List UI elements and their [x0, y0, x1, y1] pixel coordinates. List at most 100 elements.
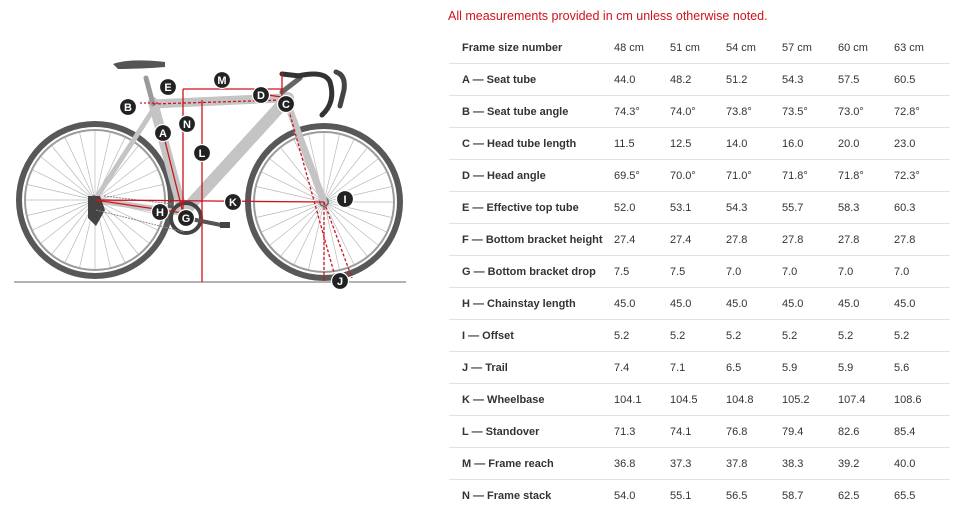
svg-text:H: H — [156, 207, 164, 219]
marker-i: I — [337, 191, 354, 208]
row-value: 12.5 — [670, 128, 726, 160]
row-value: 65.5 — [894, 480, 950, 511]
header-size: 63 cm — [894, 32, 950, 64]
marker-g: G — [178, 210, 195, 227]
row-value: 104.5 — [670, 384, 726, 416]
row-value: 104.8 — [726, 384, 782, 416]
svg-text:G: G — [182, 213, 191, 225]
row-value: 5.6 — [894, 352, 950, 384]
row-value: 74.1 — [670, 416, 726, 448]
row-value: 45.0 — [726, 288, 782, 320]
row-value: 62.5 — [838, 480, 894, 511]
row-value: 71.0° — [726, 160, 782, 192]
row-value: 5.2 — [894, 320, 950, 352]
row-value: 7.0 — [782, 256, 838, 288]
row-value: 60.5 — [894, 64, 950, 96]
row-value: 5.2 — [782, 320, 838, 352]
row-value: 27.8 — [782, 224, 838, 256]
row-label: G — Bottom bracket drop — [449, 256, 614, 288]
row-value: 52.0 — [614, 192, 670, 224]
saddle — [113, 60, 165, 69]
row-value: 56.5 — [726, 480, 782, 511]
row-value: 74.0° — [670, 96, 726, 128]
row-label: D — Head angle — [449, 160, 614, 192]
marker-e: E — [160, 79, 177, 96]
row-label: J — Trail — [449, 352, 614, 384]
row-value: 16.0 — [782, 128, 838, 160]
row-value: 73.8° — [726, 96, 782, 128]
row-value: 48.2 — [670, 64, 726, 96]
row-value: 6.5 — [726, 352, 782, 384]
row-value: 7.0 — [894, 256, 950, 288]
row-value: 5.2 — [726, 320, 782, 352]
svg-text:E: E — [164, 82, 171, 94]
row-value: 74.3° — [614, 96, 670, 128]
row-value: 60.3 — [894, 192, 950, 224]
marker-b: B — [120, 99, 137, 116]
svg-text:J: J — [337, 276, 343, 288]
row-value: 38.3 — [782, 448, 838, 480]
row-value: 14.0 — [726, 128, 782, 160]
header-size: 60 cm — [838, 32, 894, 64]
row-label: B — Seat tube angle — [449, 96, 614, 128]
row-value: 7.5 — [614, 256, 670, 288]
row-value: 37.8 — [726, 448, 782, 480]
row-label: H — Chainstay length — [449, 288, 614, 320]
row-value: 7.0 — [838, 256, 894, 288]
svg-text:A: A — [159, 128, 167, 140]
row-value: 54.0 — [614, 480, 670, 511]
row-value: 27.8 — [838, 224, 894, 256]
row-value: 11.5 — [614, 128, 670, 160]
row-value: 37.3 — [670, 448, 726, 480]
row-value: 71.8° — [838, 160, 894, 192]
row-value: 57.5 — [838, 64, 894, 96]
row-value: 104.1 — [614, 384, 670, 416]
row-value: 85.4 — [894, 416, 950, 448]
row-value: 51.2 — [726, 64, 782, 96]
row-value: 73.0° — [838, 96, 894, 128]
header-size: 57 cm — [782, 32, 838, 64]
header-size: 51 cm — [670, 32, 726, 64]
row-value: 72.3° — [894, 160, 950, 192]
row-value: 45.0 — [894, 288, 950, 320]
row-label: E — Effective top tube — [449, 192, 614, 224]
row-value: 71.3 — [614, 416, 670, 448]
row-value: 54.3 — [726, 192, 782, 224]
svg-text:N: N — [183, 119, 191, 131]
row-value: 82.6 — [838, 416, 894, 448]
row-value: 45.0 — [614, 288, 670, 320]
row-value: 27.4 — [670, 224, 726, 256]
row-value: 108.6 — [894, 384, 950, 416]
marker-d: D — [253, 87, 270, 104]
row-value: 5.9 — [838, 352, 894, 384]
marker-j: J — [332, 273, 349, 290]
row-value: 76.8 — [726, 416, 782, 448]
row-value: 39.2 — [838, 448, 894, 480]
row-value: 40.0 — [894, 448, 950, 480]
measurement-note: All measurements provided in cm unless o… — [448, 9, 768, 23]
row-value: 54.3 — [782, 64, 838, 96]
row-value: 69.5° — [614, 160, 670, 192]
row-label: F — Bottom bracket height — [449, 224, 614, 256]
marker-a: A — [155, 125, 172, 142]
row-value: 27.4 — [614, 224, 670, 256]
svg-text:M: M — [217, 75, 226, 87]
row-label: L — Standover — [449, 416, 614, 448]
row-value: 20.0 — [838, 128, 894, 160]
marker-h: H — [152, 204, 169, 221]
row-value: 79.4 — [782, 416, 838, 448]
row-label: I — Offset — [449, 320, 614, 352]
row-value: 5.2 — [614, 320, 670, 352]
